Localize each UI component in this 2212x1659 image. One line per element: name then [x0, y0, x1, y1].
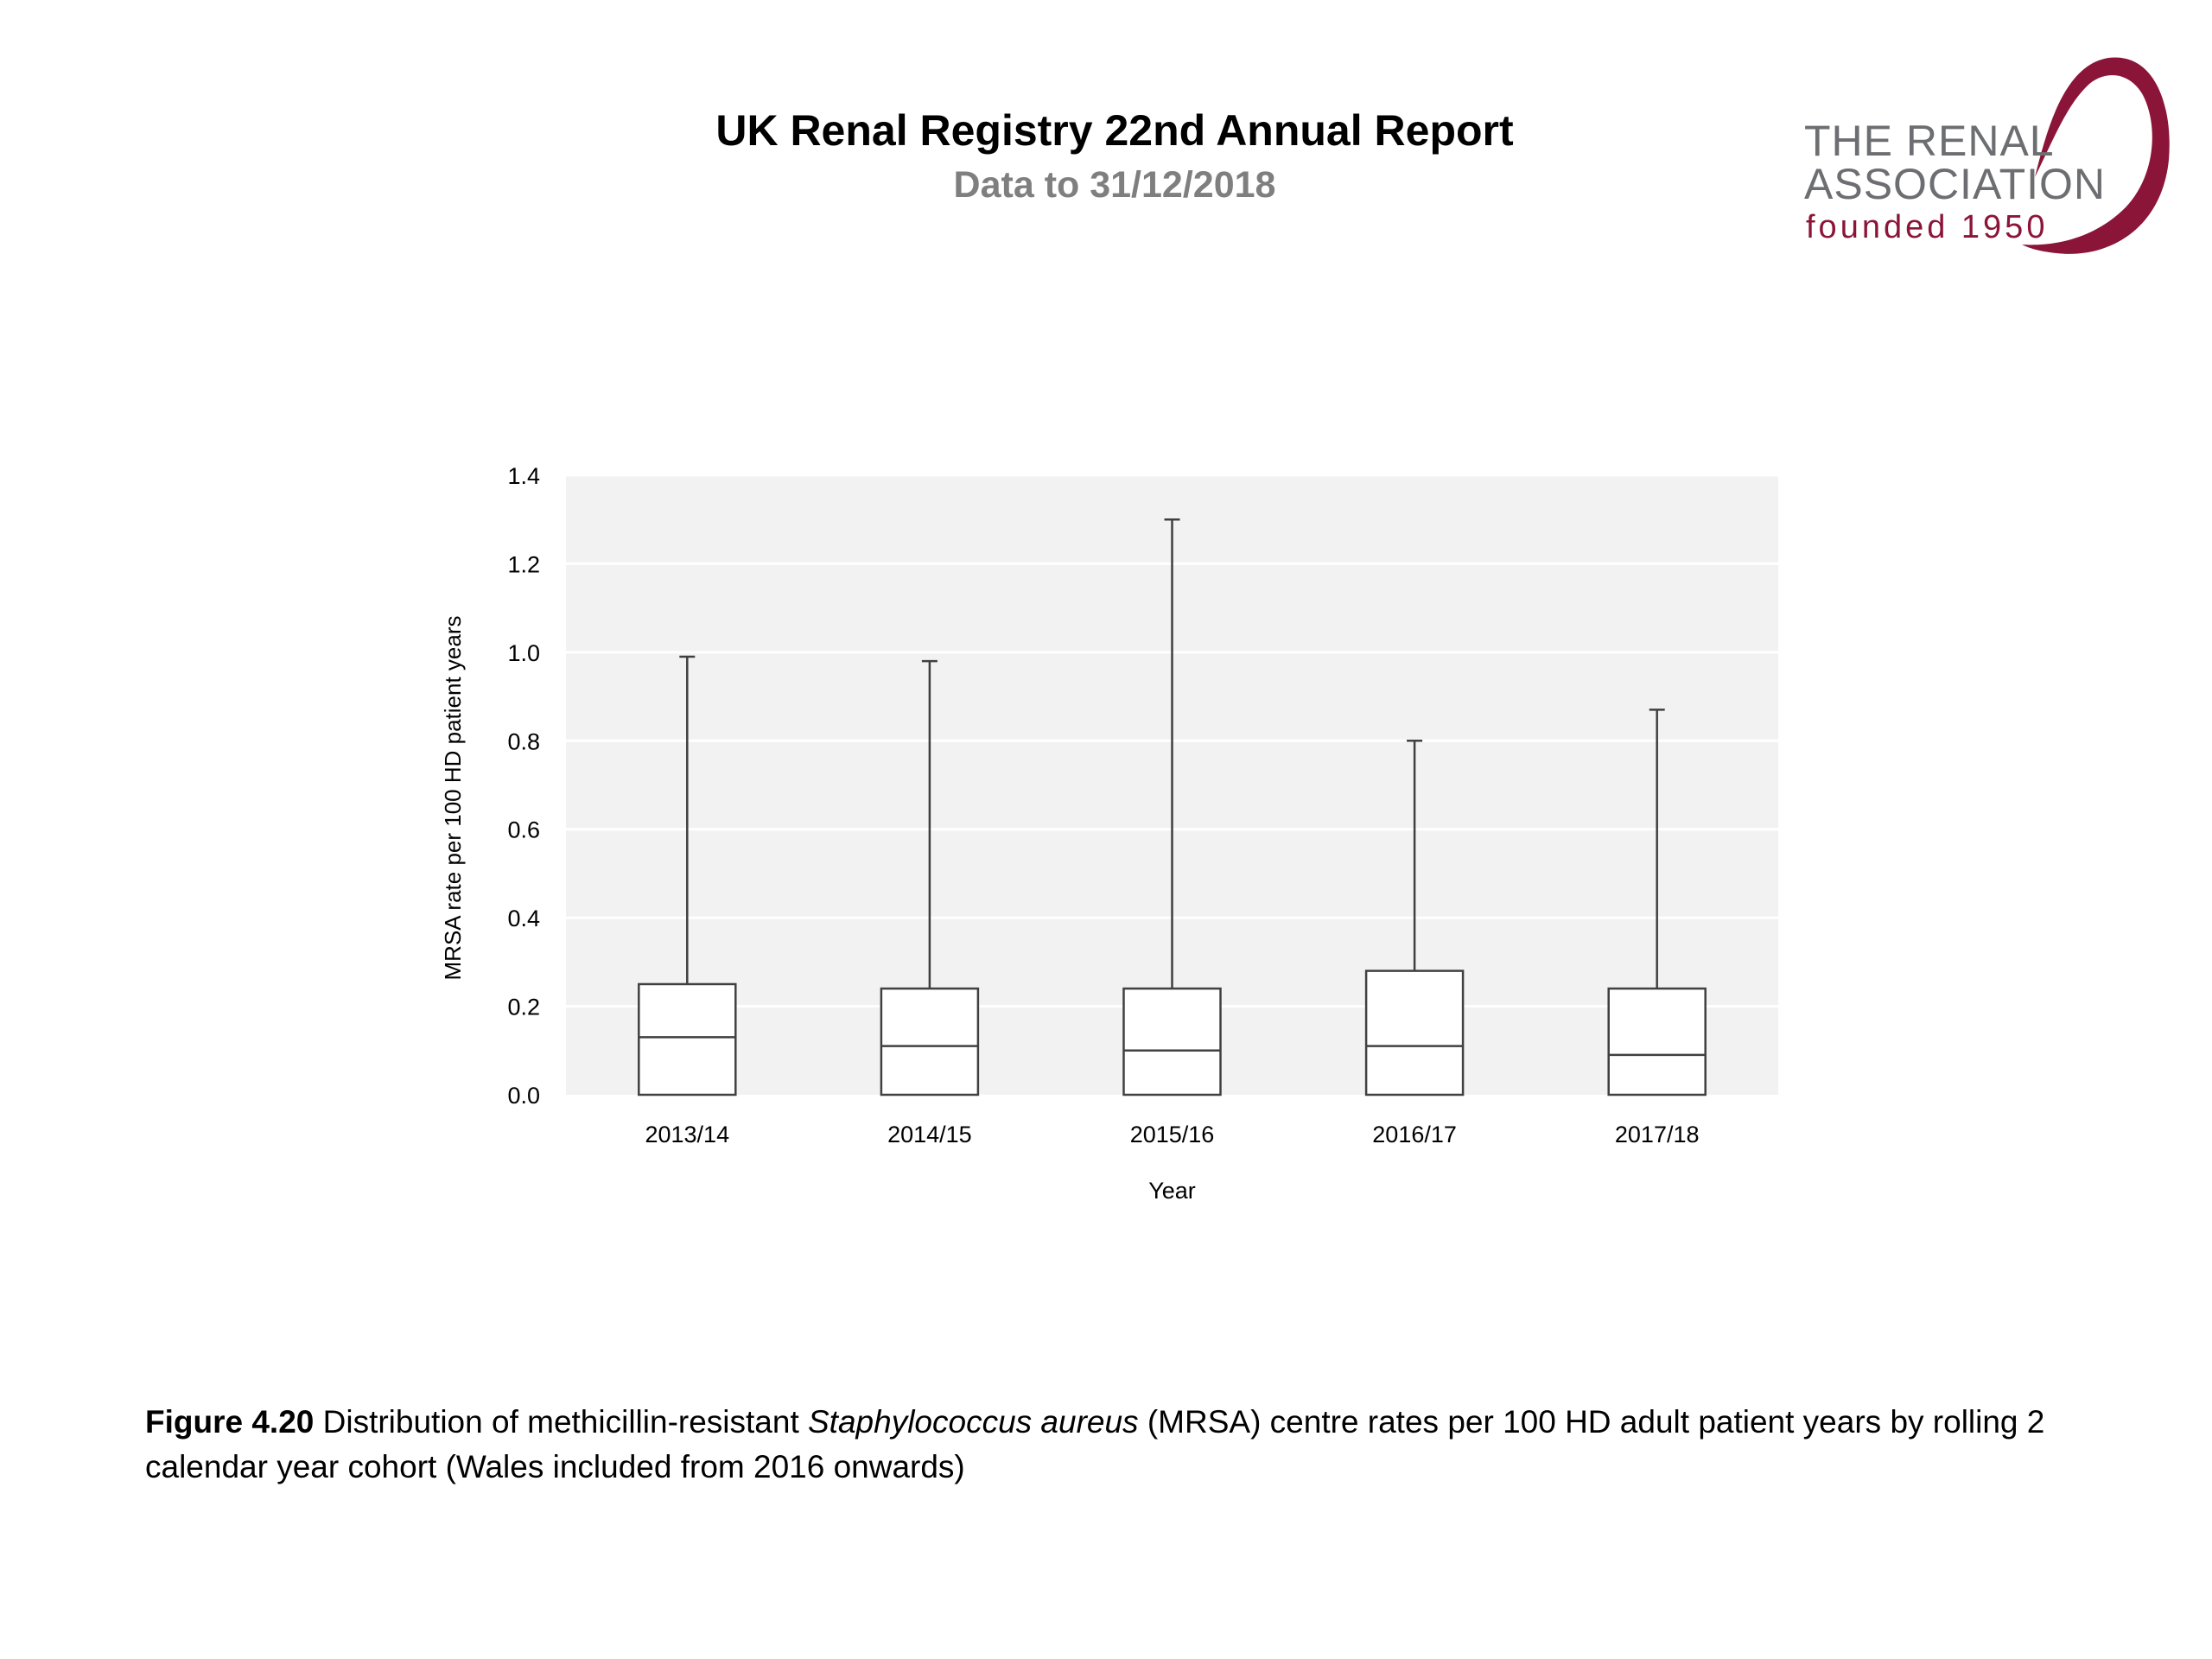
- y-tick-label-5: 1.0: [507, 640, 540, 666]
- box-0: [638, 982, 737, 1096]
- x-tick-label-3: 2016/17: [1372, 1122, 1457, 1147]
- logo-swoosh-icon: [2022, 57, 2170, 254]
- y-tick-label-4: 0.8: [507, 728, 540, 754]
- x-tick-label-2: 2015/16: [1130, 1122, 1215, 1147]
- x-axis-label: Year: [1148, 1178, 1196, 1204]
- x-tick-label-1: 2014/15: [887, 1122, 972, 1147]
- y-tick-label-6: 1.2: [507, 551, 540, 577]
- caption-figure-label: Figure 4.20: [145, 1404, 315, 1440]
- y-tick-label-3: 0.6: [507, 817, 540, 843]
- renal-association-logo: THE RENAL ASSOCIATION founded 1950: [1789, 48, 2177, 272]
- report-subtitle: Data to 31/12/2018: [953, 164, 1276, 206]
- box-3: [1364, 969, 1465, 1096]
- logo-text-line1: THE RENAL: [1804, 117, 2055, 165]
- y-axis-label: MRSA rate per 100 HD patient years: [440, 616, 466, 981]
- y-tick-label-7: 1.4: [507, 463, 540, 489]
- y-tick-label-2: 0.4: [507, 906, 540, 931]
- caption-italic-species: Staphylococcus aureus: [808, 1404, 1139, 1440]
- x-tick-label-0: 2013/14: [645, 1122, 729, 1147]
- figure-caption: Figure 4.20 Distribution of methicillin-…: [145, 1400, 2098, 1490]
- x-tick-label-4: 2017/18: [1615, 1122, 1700, 1147]
- y-tick-label-1: 0.2: [507, 995, 540, 1020]
- box-plot-chart: 0.0 0.2 0.4 0.6 0.8 1.0 1.2 1.4 2013/14 2014/15 20…: [440, 463, 1778, 1204]
- report-title: UK Renal Registry 22nd Annual Report: [715, 106, 1514, 155]
- logo-text-line2: ASSOCIATION: [1804, 160, 2107, 208]
- report-header: UK Renal Registry 22nd Annual Report Dat…: [0, 102, 2212, 211]
- caption-text-after: (MRSA) centre rates per 100 HD adult pat…: [145, 1404, 2045, 1484]
- box-4: [1607, 987, 1707, 1096]
- logo-text-line3: founded 1950: [1806, 209, 2049, 245]
- box-1: [880, 987, 980, 1096]
- y-tick-label-0: 0.0: [507, 1083, 540, 1109]
- caption-text-before: Distribution of methicillin-resistant: [314, 1404, 808, 1440]
- box-2: [1122, 987, 1222, 1096]
